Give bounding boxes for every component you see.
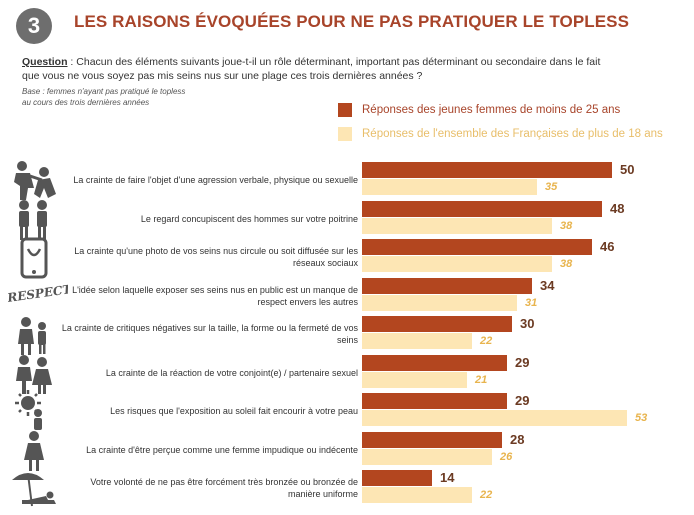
couple-icon [8,351,60,395]
base-note: Base : femmes n'ayant pas pratiqué le to… [22,86,222,108]
bar-series-2 [362,333,472,349]
category-label: L'idée selon laquelle exposer ses seins … [72,284,358,307]
chart-row: La crainte de critiques négatives sur la… [0,310,694,358]
value-label-series-1: 48 [610,200,625,216]
category-label: La crainte de la réaction de votre conjo… [105,367,358,378]
value-label-series-2: 38 [560,258,573,270]
section-number-badge: 3 [16,8,52,44]
bar-series-2 [362,410,627,426]
value-label-series-1: 34 [540,277,555,293]
value-label-series-2: 21 [475,373,488,386]
woman-icon [8,428,60,472]
base-line-1: Base : femmes n'ayant pas pratiqué le to… [22,87,186,96]
bar-series-1 [362,470,432,486]
category-label: Les risques que l'exposition au soleil f… [110,406,358,416]
chart-row: La crainte d'être perçue comme une femme… [0,426,694,474]
bar-series-2 [362,217,552,234]
chart-row: Votre volonté de ne pas être forcément t… [0,464,694,512]
value-label-series-2: 22 [480,335,493,347]
value-label-series-1: 30 [520,316,535,331]
base-line-2: au cours des trois dernières années [22,98,150,107]
value-label-series-2: 22 [480,489,493,501]
value-label-series-2: 31 [525,296,538,309]
question-label: Question [22,56,68,68]
chart-row: La crainte de faire l'objet d'une agress… [0,156,694,204]
bar-series-1 [362,277,532,294]
value-label-series-1: 29 [515,393,530,408]
category-label: La crainte d'être perçue comme une femme… [86,444,358,455]
bar-series-2 [362,487,472,503]
chart-title: LES RAISONS ÉVOQUÉES POUR NE PAS PRATIQU… [74,12,630,31]
legend-entry-series-2: Réponses de l'ensemble des Françaises de… [338,127,663,141]
men-staring-icon [8,197,60,241]
bar-series-2 [362,294,517,311]
value-label-series-1: 14 [440,470,455,485]
chart-row: RESPECT. L'idée selon laquelle exposer se… [0,272,694,320]
criticism-icon [8,312,60,356]
value-label-series-1: 29 [515,354,530,370]
category-label: Le regard concupiscent des hommes sur vo… [140,213,358,224]
value-label-series-2: 35 [545,181,558,193]
bar-series-2 [362,179,537,195]
bar-series-1 [362,393,507,409]
chart-row: Les risques que l'exposition au soleil f… [0,387,694,435]
bar-series-1 [362,162,612,178]
sun-icon [8,389,60,433]
chart-row: La crainte de la réaction de votre conjo… [0,349,694,397]
value-label-series-1: 28 [510,431,525,447]
sunbathing-icon [8,466,60,510]
legend-label-series-1: Réponses des jeunes femmes de moins de 2… [362,104,621,116]
legend-label-series-2: Réponses de l'ensemble des Françaises de… [362,128,663,140]
bar-series-1 [362,316,512,332]
respect-text-icon: RESPECT. [5,274,74,318]
category-label: La crainte de critiques négatives sur la… [61,323,358,345]
bar-series-1 [362,354,507,371]
value-label-series-2: 26 [500,450,513,463]
question-line-2: que vous ne vous soyez pas mis seins nus… [22,70,423,82]
value-label-series-1: 50 [620,162,635,177]
chart-legend: Réponses des jeunes femmes de moins de 2… [338,103,663,151]
bar-series-1 [362,239,592,255]
legend-swatch-series-2 [338,127,352,141]
bar-series-1 [362,431,502,448]
phone-camera-icon [8,235,60,279]
bar-series-1 [362,200,602,217]
category-label: La crainte de faire l'objet d'une agress… [73,175,358,185]
chart-row: Le regard concupiscent des hommes sur vo… [0,195,694,243]
aggression-icon [8,158,60,202]
bar-series-2 [362,448,492,465]
bar-series-2 [362,371,467,388]
bar-series-2 [362,256,552,272]
category-label: La crainte qu'une photo de vos seins nus… [74,246,358,268]
value-label-series-1: 46 [600,239,615,254]
value-label-series-2: 53 [635,412,648,424]
legend-entry-series-1: Réponses des jeunes femmes de moins de 2… [338,103,663,117]
legend-swatch-series-1 [338,103,352,117]
question-line-1: : Chacun des éléments suivants joue-t-il… [67,56,601,68]
value-label-series-2: 38 [560,219,573,232]
question-text: Question : Chacun des éléments suivants … [22,55,682,83]
category-label: Votre volonté de ne pas être forcément t… [90,477,358,499]
chart-row: La crainte qu'une photo de vos seins nus… [0,233,694,281]
